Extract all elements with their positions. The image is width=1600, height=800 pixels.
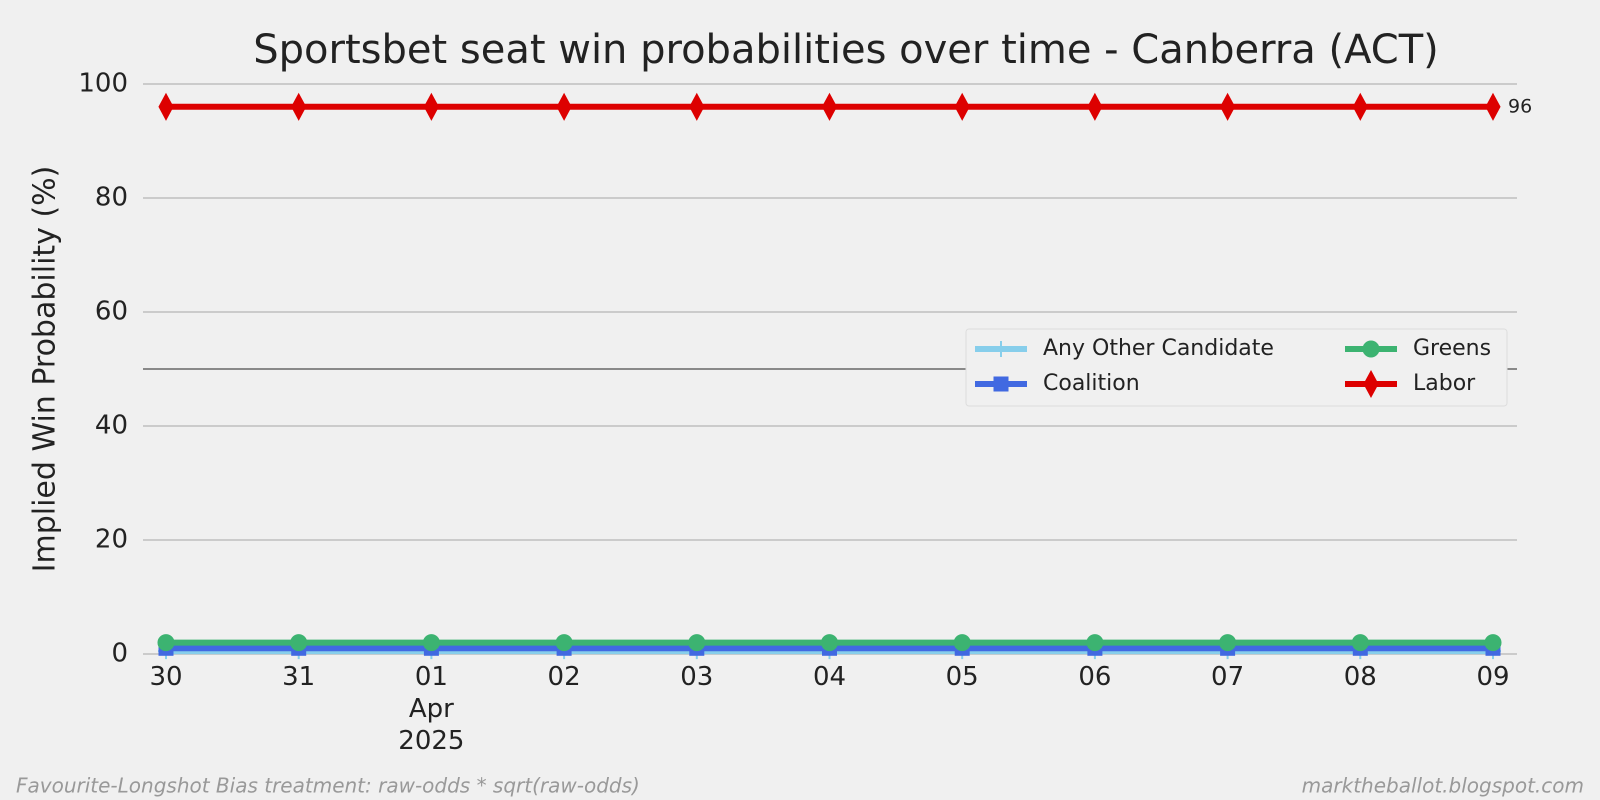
legend-label: Coalition	[1043, 371, 1140, 396]
marker	[423, 92, 439, 121]
y-tick-label: 40	[95, 411, 128, 441]
x-tick-label: 30	[149, 662, 183, 692]
legend-label: Labor	[1413, 371, 1476, 396]
legend-label: Any Other Candidate	[1043, 336, 1274, 361]
y-tick-label: 20	[95, 525, 128, 555]
x-tick-label: 04	[812, 662, 847, 692]
legend: Any Other Candidate Coalition Greens Labor	[965, 328, 1508, 407]
y-tick-label: 0	[111, 639, 128, 669]
x-tick-label: 02	[547, 662, 581, 692]
x-tick-label: 08	[1343, 662, 1377, 692]
y-axis-label: Implied Win Probability (%)	[28, 166, 63, 573]
y-tick-label: 100	[78, 69, 128, 99]
x-tick-label: 09	[1476, 662, 1510, 692]
x-tick-label: 01 Apr 2025	[398, 662, 465, 756]
legend-marker	[993, 341, 1009, 357]
x-tick-label: 07	[1211, 662, 1245, 692]
end-label: 96	[1508, 95, 1532, 117]
marker	[821, 92, 838, 121]
marker	[1484, 634, 1502, 652]
legend-label: Greens	[1413, 336, 1491, 361]
marker	[291, 92, 307, 121]
x-tick-label: 05	[945, 662, 979, 692]
marker	[821, 634, 838, 652]
marker	[953, 634, 971, 652]
marker	[954, 92, 970, 121]
marker	[1086, 634, 1104, 652]
x-tick-label: 31	[282, 662, 316, 692]
marker	[688, 634, 706, 652]
marker	[1220, 92, 1236, 121]
marker	[555, 634, 573, 652]
marker	[1352, 92, 1368, 121]
legend-marker	[993, 376, 1009, 392]
chart-title: Sportsbet seat win probabilities over ti…	[253, 27, 1439, 73]
y-tick-label: 60	[95, 297, 128, 327]
x-tick-label: 06	[1078, 662, 1112, 692]
footnote-right: marktheballot.blogspot.com	[1302, 774, 1584, 798]
y-tick-label: 80	[95, 183, 128, 213]
marker	[157, 634, 175, 652]
x-tick-label: 03	[680, 662, 714, 692]
marker	[158, 92, 174, 121]
marker	[422, 634, 440, 652]
marker	[689, 92, 705, 121]
marker	[556, 92, 572, 121]
footnote-left: Favourite-Longshot Bias treatment: raw-o…	[16, 774, 640, 798]
marker	[1219, 634, 1237, 652]
marker	[290, 634, 308, 652]
marker	[1087, 92, 1103, 121]
legend-marker	[1362, 340, 1380, 358]
marker	[1485, 92, 1501, 121]
legend-marker	[1363, 369, 1379, 399]
marker	[1351, 634, 1369, 652]
